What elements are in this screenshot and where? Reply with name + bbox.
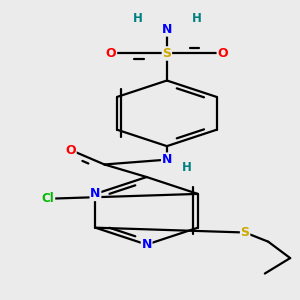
Text: H: H [182,161,192,174]
Text: H: H [133,12,143,25]
Text: S: S [162,47,171,60]
Text: O: O [106,47,116,60]
Text: O: O [217,47,228,60]
Text: N: N [141,238,152,251]
Text: N: N [90,188,100,200]
Text: Cl: Cl [42,192,55,205]
Text: H: H [192,12,202,25]
Text: N: N [162,153,172,166]
Text: N: N [162,23,172,36]
Text: O: O [65,143,76,157]
Text: S: S [241,226,250,239]
